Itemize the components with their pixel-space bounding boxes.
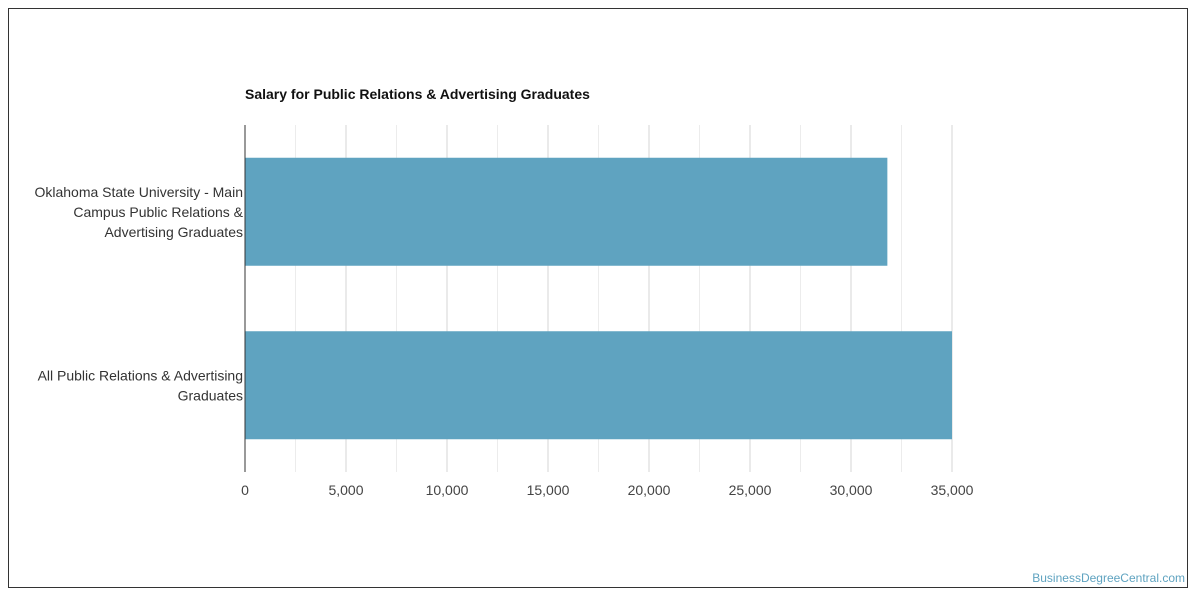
category-label-line: Graduates	[178, 387, 243, 403]
category-label-line: All Public Relations & Advertising	[38, 367, 243, 383]
category-label-line: Oklahoma State University - Main	[34, 184, 243, 200]
bar-1	[245, 157, 888, 266]
x-tick-label: 5,000	[328, 482, 363, 498]
x-tick-label: 15,000	[527, 482, 570, 498]
bar-2	[245, 331, 952, 440]
x-tick-label: 0	[241, 482, 249, 498]
x-tick-label: 25,000	[729, 482, 772, 498]
category-label-line: Campus Public Relations &	[73, 204, 243, 220]
x-tick-label: 30,000	[830, 482, 873, 498]
category-label-line: Advertising Graduates	[104, 224, 243, 240]
x-tick-label: 10,000	[426, 482, 469, 498]
category-label: Oklahoma State University - Main Campus P…	[34, 184, 243, 240]
category-labels: Oklahoma State University - Main Campus P…	[34, 184, 243, 404]
category-label: All Public Relations & Advertising Gradua…	[38, 367, 243, 403]
x-tick-label: 20,000	[628, 482, 671, 498]
watermark-text[interactable]: BusinessDegreeCentral.com	[1032, 571, 1185, 585]
x-tick-label: 35,000	[931, 482, 974, 498]
bars	[245, 157, 952, 440]
x-tick-labels: 0 5,000 10,000 15,000 20,000 25,000 30,000 35,0…	[241, 482, 974, 498]
chart-title: Salary for Public Relations & Advertisin…	[245, 86, 590, 102]
